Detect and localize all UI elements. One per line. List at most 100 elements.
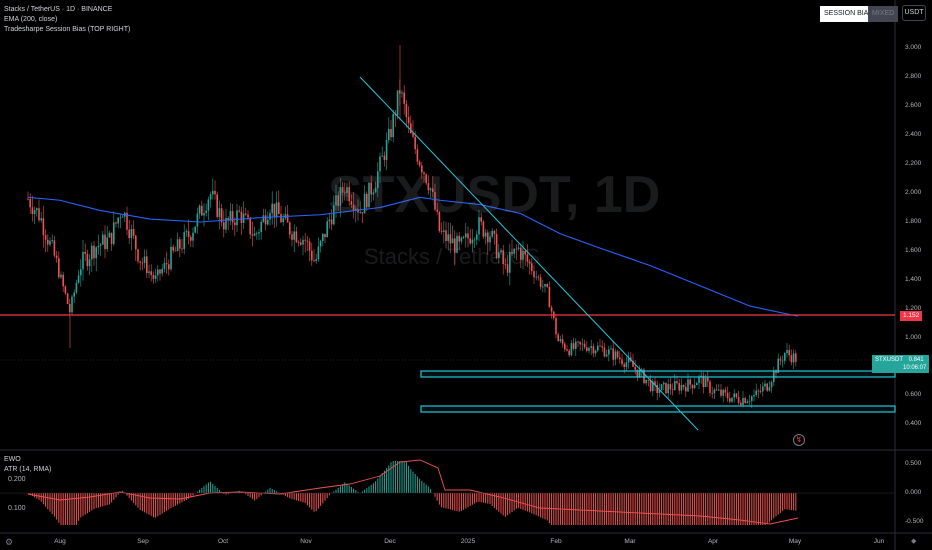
candle-body [583, 343, 586, 348]
candle-body [86, 253, 89, 267]
ewo-bar [199, 489, 201, 493]
price-axis-label: 0.600 [905, 391, 922, 398]
ewo-bar [326, 493, 328, 499]
candle-body [176, 239, 179, 252]
ewo-bar [342, 484, 344, 493]
lightning-icon[interactable]: ↯ [793, 434, 805, 446]
candle-body [469, 238, 471, 244]
time-axis-label: 2025 [460, 538, 476, 545]
candle-body [689, 379, 691, 385]
ewo-bar [632, 493, 634, 525]
ewo-bar [289, 493, 291, 499]
price-axis-label: 2.000 [905, 189, 922, 196]
candle-body [29, 199, 31, 208]
ewo-bar [58, 493, 60, 523]
candle-body [722, 389, 724, 396]
candle-body [264, 215, 267, 225]
ewo-bar [40, 493, 42, 502]
collapse-icon[interactable]: ◆ [911, 538, 917, 545]
ewo-bar [606, 493, 608, 525]
candle-body [586, 347, 588, 351]
ewo-bar [280, 493, 282, 494]
candle-body [377, 171, 379, 189]
ewo-bar [320, 493, 322, 506]
ewo-bar [47, 493, 49, 510]
ewo-bar [394, 461, 396, 493]
candle-body [40, 218, 42, 221]
ewo-bar [315, 493, 317, 512]
candle-body [548, 287, 551, 308]
candle-body [509, 251, 511, 273]
candle-body [82, 251, 84, 270]
ewo-bar [590, 493, 592, 525]
ewo-bar [166, 493, 168, 511]
ewo-bar [60, 493, 62, 525]
price-axis-label: 1.000 [905, 334, 922, 341]
ewo-bar [203, 486, 205, 493]
ewo-bar [546, 493, 548, 521]
ewo-bar [324, 493, 326, 501]
candle-body [341, 187, 344, 193]
candle-body [632, 360, 634, 367]
candle-body [445, 230, 447, 241]
ewo-bar [104, 493, 106, 506]
candle-body [324, 233, 326, 238]
candle-body [678, 383, 680, 391]
ewo-bar [777, 493, 779, 515]
ewo-bar [676, 493, 678, 525]
ewo-bar [170, 493, 172, 509]
candle-body [388, 128, 390, 141]
ema-line [27, 196, 799, 317]
candle-body [126, 212, 128, 230]
ewo-bar [368, 486, 370, 493]
ewo-bar [42, 493, 44, 505]
ewo-bar [702, 493, 704, 525]
indicator-ema[interactable]: EMA (200, close) [4, 16, 58, 23]
candle-body [229, 211, 232, 221]
candle-body [762, 386, 764, 392]
candle-body [104, 234, 106, 250]
ewo-bar [267, 489, 269, 493]
candle-body [326, 221, 328, 238]
ewo-bar [75, 493, 77, 525]
candle-body [737, 397, 740, 403]
last-price-label: STXUSDT 0.841 10:06:07 [872, 355, 930, 373]
pane-title-atr[interactable]: ATR (14, RMA) [4, 466, 52, 473]
candle-body [152, 275, 155, 279]
ewo-bar [350, 486, 352, 493]
time-axis-label: Feb [550, 538, 562, 545]
candle-body [731, 397, 733, 402]
ewo-bar [401, 461, 403, 493]
time-axis-label: Apr [707, 538, 719, 545]
ewo-bar [436, 493, 438, 501]
candle-body [759, 391, 762, 392]
ewo-bar [663, 493, 665, 525]
ewo-bar [29, 493, 31, 495]
candle-body [491, 230, 493, 237]
ewo-bar [89, 493, 91, 512]
candle-body [786, 350, 788, 354]
ewo-bar [766, 493, 768, 525]
ewo-bar [738, 493, 740, 525]
ewo-bar [128, 493, 130, 499]
candle-body [500, 250, 502, 253]
candle-body [163, 263, 166, 269]
indicator-session-bias[interactable]: Tradesharpe Session Bias (TOP RIGHT) [4, 26, 131, 33]
ewo-bar [513, 493, 515, 511]
candle-body [38, 208, 40, 221]
symbol-title[interactable]: Stacks / TetherUS · 1D · BINANCE [4, 6, 113, 13]
currency-button[interactable]: USDT [902, 5, 926, 21]
ewo-bar [150, 493, 152, 516]
ewo-bar [291, 493, 293, 499]
candle-body [359, 212, 361, 213]
ewo-bar [458, 493, 460, 512]
candle-body [440, 231, 443, 232]
trendline [359, 76, 699, 431]
candle-body [726, 392, 729, 399]
settings-icon[interactable]: ⚙ [5, 537, 14, 547]
candle-body [245, 213, 247, 215]
pane-title-ewo[interactable]: EWO [4, 456, 21, 463]
candle-body [451, 238, 454, 244]
ewo-bar [749, 493, 751, 525]
